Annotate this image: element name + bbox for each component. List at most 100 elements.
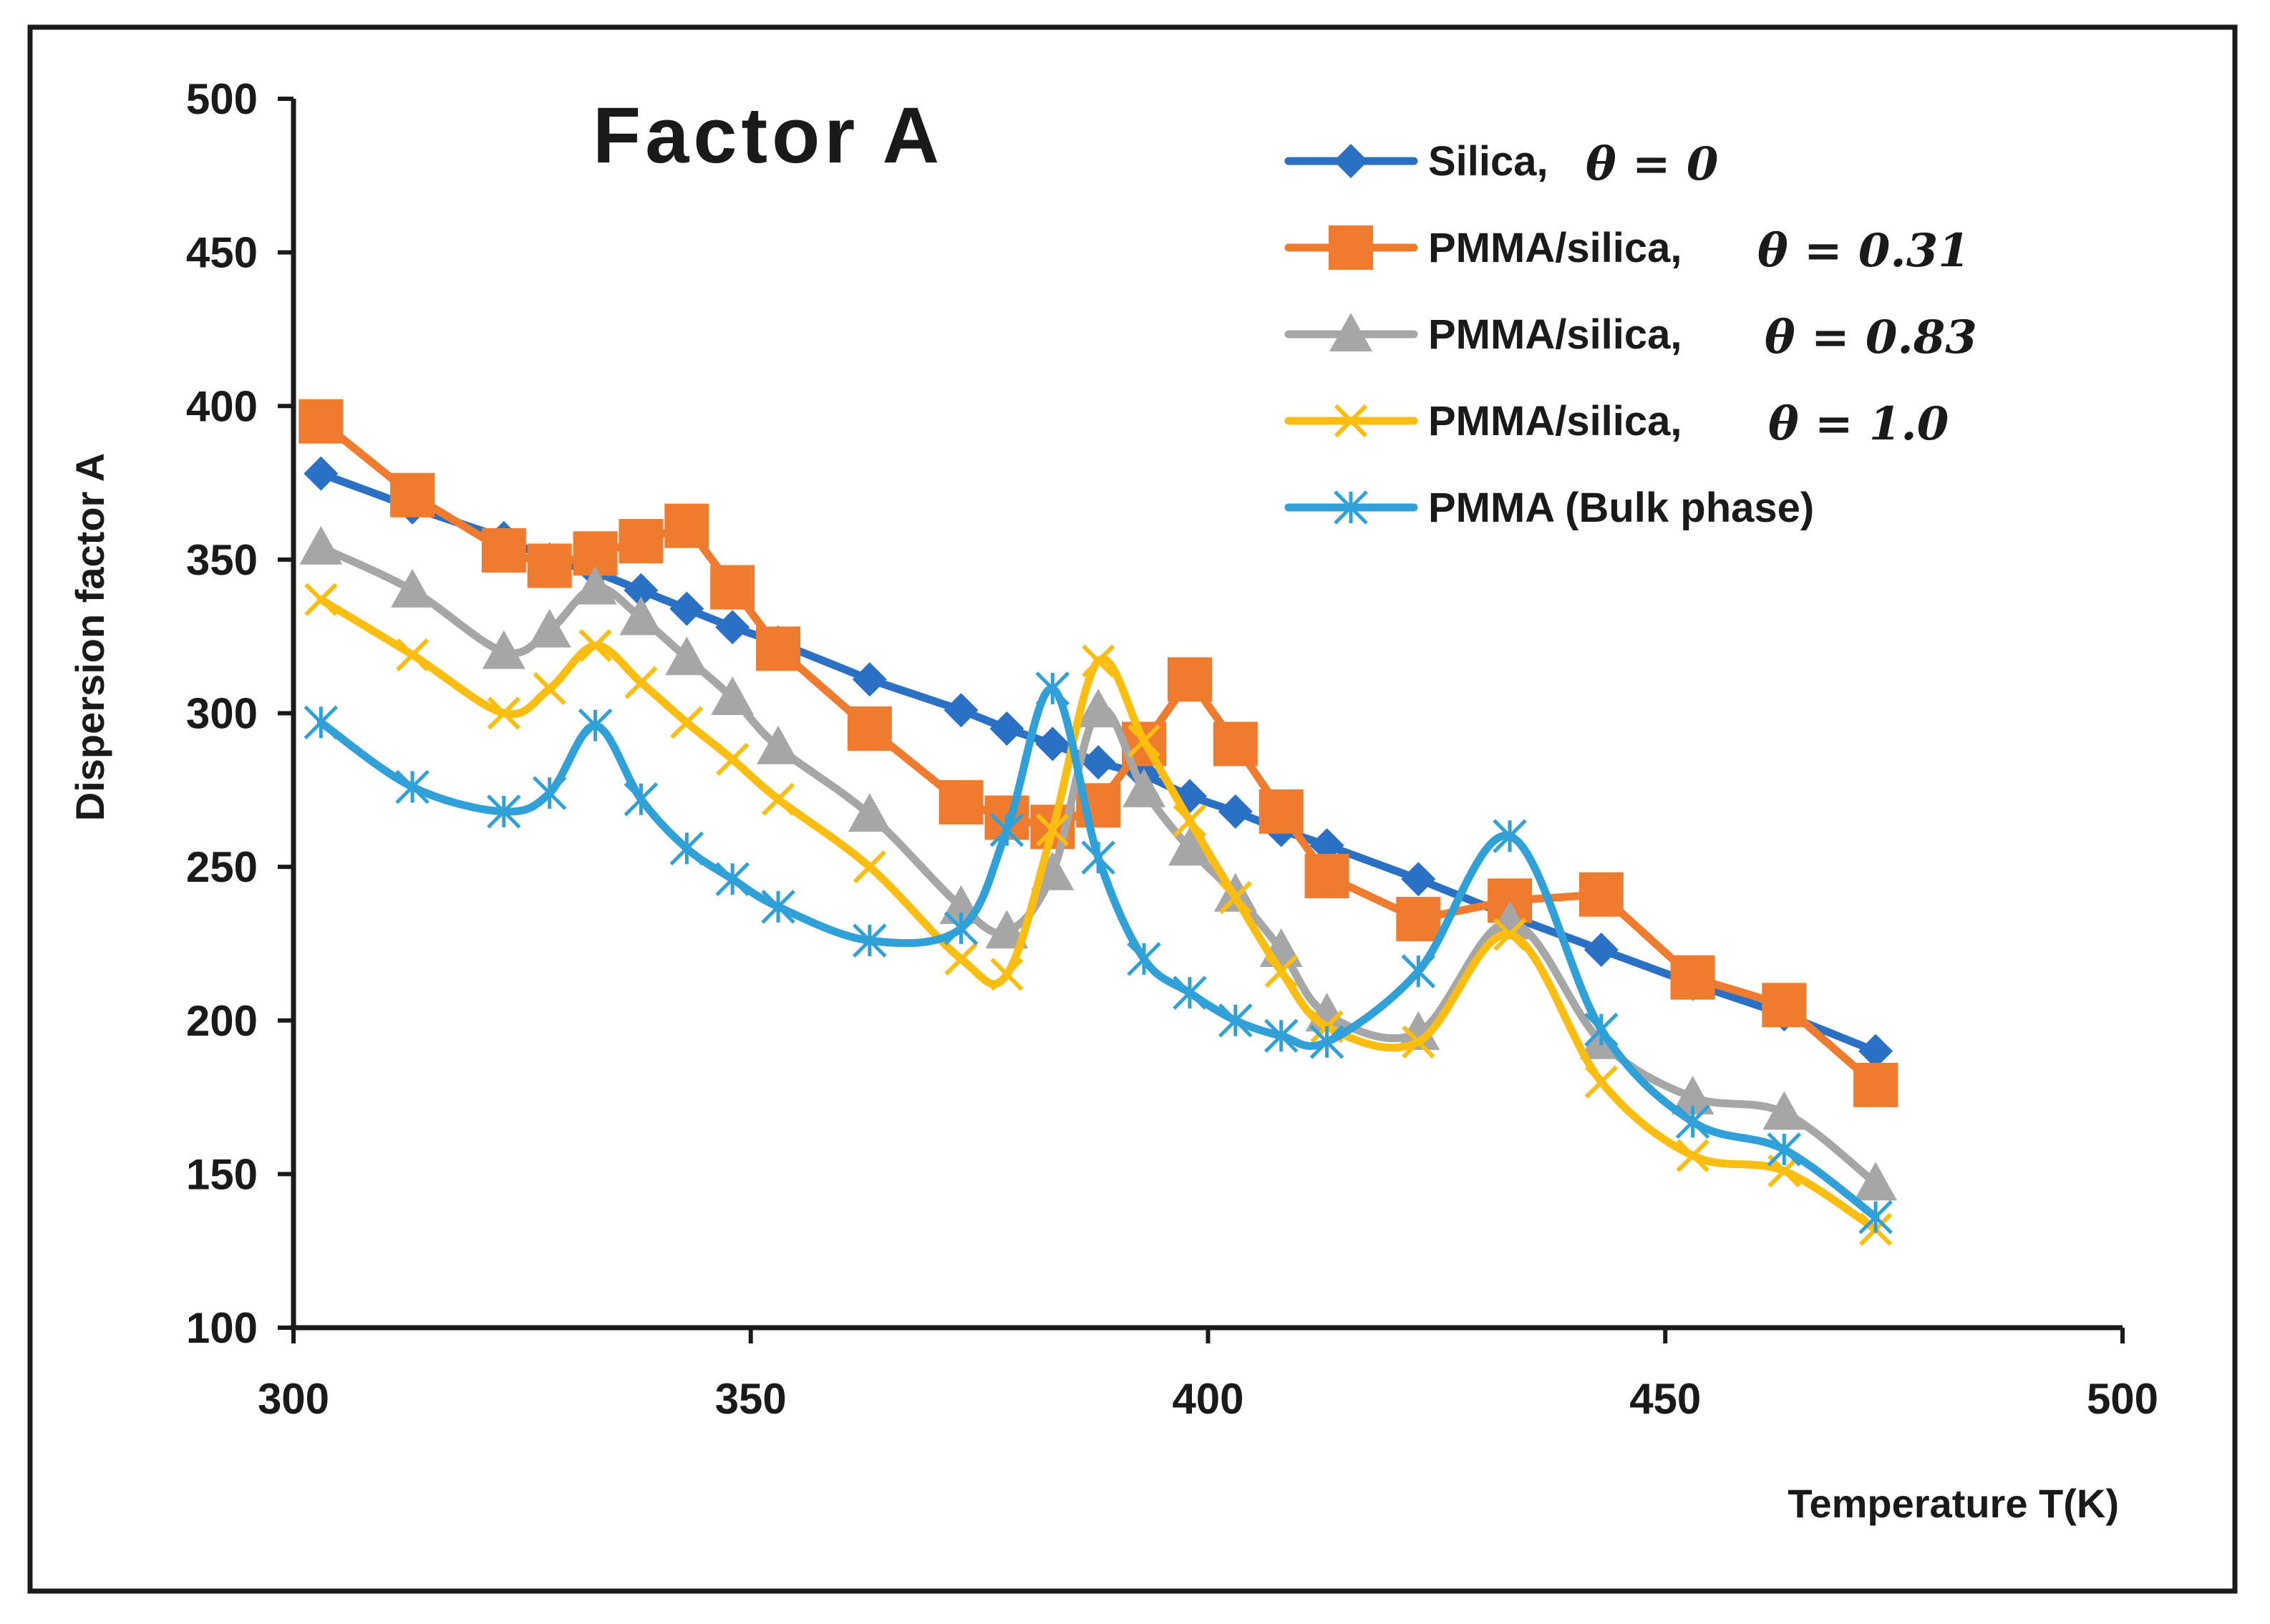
data-point xyxy=(1167,657,1212,702)
data-point xyxy=(1488,900,1532,940)
data-point xyxy=(853,923,887,958)
data-point xyxy=(1858,1200,1893,1235)
data-point xyxy=(1670,955,1715,1000)
data-point xyxy=(1173,804,1207,837)
data-point xyxy=(1401,862,1436,897)
y-tick-label: 200 xyxy=(186,997,258,1045)
data-point xyxy=(1853,1062,1898,1107)
y-tick-label: 350 xyxy=(186,536,258,584)
data-point xyxy=(761,890,795,924)
data-point xyxy=(481,527,526,573)
legend-entry-3: PMMA/silica, θ = 1.0 xyxy=(1284,397,1949,451)
data-point xyxy=(624,573,659,608)
series-layer xyxy=(299,399,1898,1246)
data-point xyxy=(944,942,978,976)
data-point xyxy=(619,519,664,564)
data-point xyxy=(715,610,750,645)
figure-frame xyxy=(27,24,2238,1594)
data-point xyxy=(1493,918,1527,951)
y-tick-label: 250 xyxy=(186,843,258,891)
data-point xyxy=(391,568,435,608)
data-point xyxy=(1858,1034,1893,1069)
data-point xyxy=(395,638,430,672)
y-axis-title: Dispersion factor A xyxy=(67,453,112,821)
series-2 xyxy=(299,525,1898,1201)
data-point xyxy=(487,696,520,730)
legend-swatch-marker xyxy=(1329,225,1373,270)
data-point xyxy=(847,706,892,751)
data-point xyxy=(1264,954,1298,988)
chart-title: Factor A xyxy=(593,92,944,180)
legend-label: PMMA/silica, xyxy=(1428,225,1682,271)
x-tick-label: 450 xyxy=(1629,1375,1701,1423)
data-point xyxy=(1583,933,1619,968)
data-point xyxy=(1122,768,1166,807)
legend-swatch-marker xyxy=(1334,404,1368,438)
data-point xyxy=(1173,976,1207,1010)
data-point xyxy=(1676,1139,1709,1172)
data-point xyxy=(578,708,613,743)
data-point xyxy=(1036,813,1069,847)
data-point xyxy=(624,666,658,699)
data-point xyxy=(1397,1011,1440,1050)
data-point xyxy=(710,565,755,610)
legend-theta: θ = 0.31 xyxy=(1757,224,1970,278)
data-point xyxy=(532,776,567,810)
data-point xyxy=(1218,880,1252,915)
legend: Silica, θ = 0 PMMA/silica, θ = 0.31 PMMA/sil… xyxy=(1284,137,1977,531)
data-point xyxy=(1081,840,1115,875)
legend-entry-2: PMMA/silica, θ = 0.83 xyxy=(1284,311,1977,364)
data-point xyxy=(990,958,1024,991)
data-point xyxy=(1401,954,1436,988)
legend-label: PMMA/silica, xyxy=(1428,311,1682,358)
data-point xyxy=(669,831,704,866)
data-point xyxy=(1263,1018,1299,1053)
data-point xyxy=(1584,1012,1619,1047)
data-point xyxy=(1762,983,1807,1028)
data-point xyxy=(1304,854,1349,899)
data-point xyxy=(1218,1003,1253,1038)
data-point xyxy=(1218,794,1253,829)
data-point xyxy=(528,608,571,648)
data-point xyxy=(533,672,566,706)
data-point xyxy=(989,711,1024,746)
legend-theta: θ = 0 xyxy=(1586,137,1718,191)
data-point xyxy=(1762,1091,1806,1130)
data-point xyxy=(304,583,338,616)
legend-theta: θ = 0.83 xyxy=(1765,311,1977,364)
data-point xyxy=(756,626,801,671)
data-point xyxy=(761,782,795,816)
data-point xyxy=(527,543,572,588)
data-point xyxy=(670,706,704,739)
data-point xyxy=(1127,942,1161,976)
y-tick-label: 150 xyxy=(186,1150,258,1198)
legend-entry-4: PMMA (Bulk phase) xyxy=(1284,485,1814,531)
x-tick-label: 300 xyxy=(258,1375,329,1423)
data-point xyxy=(1767,1132,1802,1167)
data-point xyxy=(848,793,891,832)
y-tick-label: 500 xyxy=(186,75,258,123)
data-point xyxy=(304,705,339,740)
data-point xyxy=(757,725,800,764)
legend-swatch-marker xyxy=(1334,144,1368,178)
data-point xyxy=(944,911,979,945)
legend-label: PMMA/silica, xyxy=(1428,398,1682,444)
data-point xyxy=(1493,819,1527,853)
y-ticks: 100 150 200 250 300 350 400 450 500 xyxy=(186,75,294,1352)
legend-entry-0: Silica, θ = 0 xyxy=(1284,137,1718,191)
data-point xyxy=(989,812,1024,847)
data-point xyxy=(1675,1104,1710,1139)
legend-swatch-marker xyxy=(1329,313,1372,351)
data-point xyxy=(299,399,344,444)
data-point xyxy=(573,565,617,605)
data-point xyxy=(1077,689,1120,728)
data-point xyxy=(1081,745,1116,780)
data-point xyxy=(664,503,709,548)
x-ticks: 300 350 400 450 500 xyxy=(258,1328,2158,1423)
data-point xyxy=(390,472,435,517)
data-point xyxy=(711,676,755,716)
x-axis-title: Temperature T(K) xyxy=(1788,1481,2119,1526)
data-point xyxy=(985,910,1029,949)
y-tick-label: 300 xyxy=(186,690,258,738)
